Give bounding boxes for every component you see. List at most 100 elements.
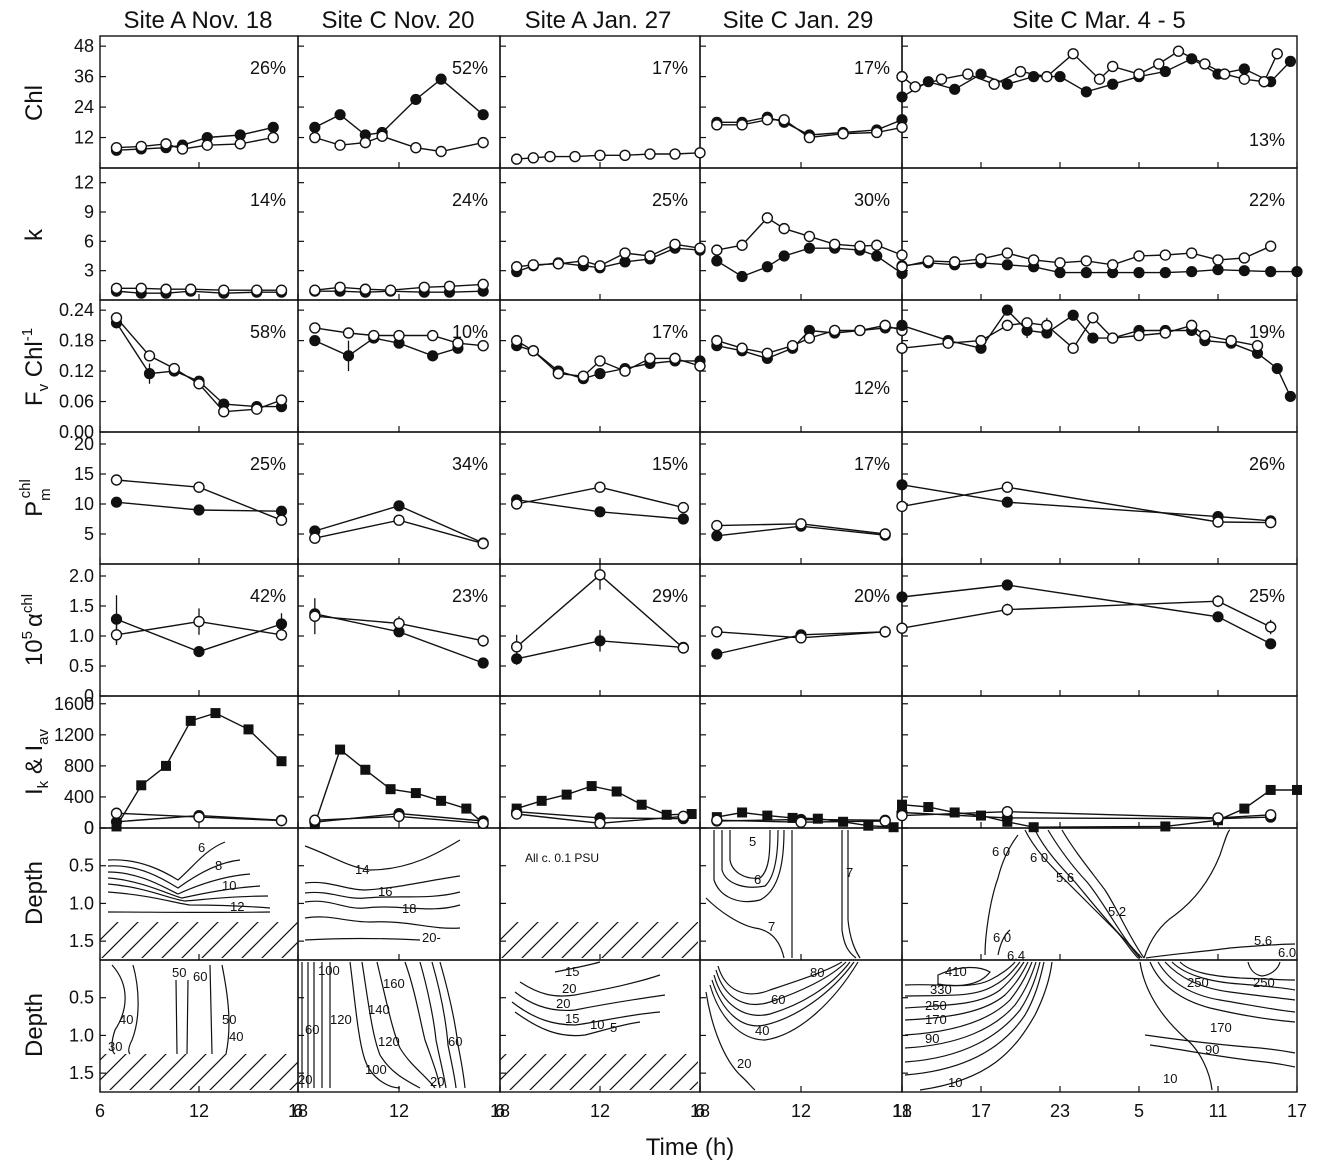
data-point-open — [527, 259, 540, 271]
data-point-square — [161, 760, 171, 771]
data-point-filled — [193, 504, 205, 516]
contour-label: 170 — [1210, 1020, 1232, 1035]
y-tick-label: 1600 — [54, 694, 94, 714]
data-point-open — [384, 284, 397, 296]
data-point-open — [193, 378, 205, 390]
salinity-contours: 6 8 10 12 14 16 18 20- All c. 0.1 PSU — [100, 829, 1296, 963]
contour-line — [709, 961, 859, 1041]
data-point-open — [569, 150, 581, 163]
data-point-square — [863, 820, 874, 831]
data-point-open — [896, 342, 908, 354]
data-point-square — [243, 724, 254, 735]
contour-label: 250 — [1253, 975, 1275, 990]
series-line — [901, 309, 1292, 397]
data-point-open — [309, 322, 321, 334]
data-point-square — [335, 744, 346, 755]
data-point-open — [711, 119, 723, 131]
data-point-filled — [711, 648, 723, 660]
contour-line — [404, 961, 441, 1089]
data-point-open — [1212, 516, 1224, 528]
contour-label: 6 — [754, 872, 761, 887]
contour-line — [107, 871, 251, 895]
data-point-open — [736, 119, 748, 131]
data-point-open — [193, 811, 205, 823]
data-point-open — [828, 324, 841, 337]
data-point-open — [527, 152, 540, 164]
data-point-filled — [1001, 78, 1013, 90]
data-point-open — [1185, 319, 1198, 332]
data-point-open — [594, 355, 606, 367]
data-point-open — [234, 138, 246, 150]
y-tick-label: 0.5 — [69, 656, 94, 676]
data-point-open — [510, 153, 523, 165]
contour-line — [107, 891, 271, 909]
contour-line — [904, 961, 1016, 987]
series-line — [901, 789, 1297, 828]
data-point-open — [185, 283, 197, 295]
data-point-filled — [1212, 264, 1224, 276]
data-point-filled — [143, 368, 156, 380]
contour-line — [1034, 829, 1141, 959]
y-tick-label: 15 — [74, 464, 94, 484]
panel-frame — [99, 431, 299, 565]
contour-line — [107, 859, 241, 889]
contour-label: 120 — [378, 1034, 400, 1049]
x-tick-label: 6 — [95, 1101, 105, 1121]
data-point-filled — [477, 657, 489, 669]
contour-line — [1061, 829, 1145, 959]
y-tick-label: 1.0 — [69, 626, 94, 646]
y-tick-label: 0.5 — [69, 988, 94, 1008]
panel-frame — [901, 167, 1298, 301]
data-point-filled — [1001, 496, 1013, 508]
contour-line — [107, 883, 269, 902]
data-point-open — [110, 312, 123, 324]
x-tick-label: 17 — [1287, 1101, 1307, 1121]
data-point-open — [218, 284, 230, 296]
data-point-square — [276, 756, 287, 767]
bottom-hatch — [100, 922, 298, 958]
contour-label: 20 — [430, 1074, 444, 1089]
data-point-open — [426, 329, 439, 342]
percent-label: 10% — [452, 322, 488, 342]
data-point-open — [962, 68, 974, 80]
x-tick-label: 5 — [1134, 1101, 1144, 1121]
data-point-filled — [1080, 267, 1092, 279]
contour-label: 170 — [925, 1012, 947, 1027]
data-point-filled — [711, 530, 723, 542]
percent-label: 19% — [1249, 322, 1285, 342]
data-point-open — [1001, 319, 1014, 332]
data-point-filled — [1238, 63, 1250, 75]
row-labels: Chl k Fv Chl-1 Pmchl 105αchl Ik & Iav De… — [17, 85, 54, 1057]
data-point-open — [1153, 58, 1165, 70]
data-point-open — [418, 281, 430, 293]
data-point-square — [1265, 784, 1276, 795]
contour-line — [1247, 961, 1281, 977]
contour-label: 50 — [222, 1012, 236, 1027]
data-point-square — [1028, 822, 1039, 833]
contour-line — [186, 979, 189, 1055]
data-point-open — [110, 629, 123, 641]
data-point-square — [1239, 803, 1250, 814]
contour-line — [514, 991, 666, 1012]
contour-label: 6 0 — [1030, 850, 1048, 865]
ylabel-pm: Pmchl — [17, 479, 54, 517]
salinity-panel-col3: All c. 0.1 PSU — [500, 851, 698, 958]
panel-frame — [699, 299, 903, 433]
y-tick-label: 24 — [74, 97, 94, 117]
data-point-open — [1027, 254, 1040, 266]
data-point-open — [761, 114, 774, 126]
data-point-open — [1001, 603, 1014, 616]
data-point-open — [477, 817, 489, 830]
data-point-open — [1199, 329, 1211, 342]
x-tick-label: 6 — [293, 1101, 303, 1121]
data-point-square — [185, 715, 196, 726]
contour-label: 50 — [172, 965, 186, 980]
data-point-filled — [334, 109, 346, 121]
data-point-filled — [1186, 266, 1198, 278]
data-point-open — [510, 261, 523, 273]
data-point-square — [611, 786, 622, 797]
y-tick-label: 2.0 — [69, 566, 94, 586]
data-point-open — [935, 73, 948, 85]
data-point-filled — [677, 513, 689, 525]
data-point-open — [1264, 809, 1277, 821]
